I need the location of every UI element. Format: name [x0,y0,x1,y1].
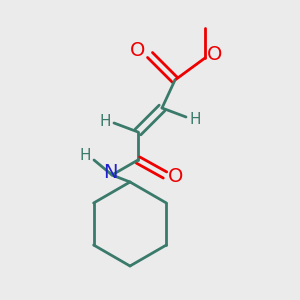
Text: O: O [207,44,223,64]
Text: O: O [130,41,146,61]
Text: H: H [79,148,91,164]
Text: H: H [99,113,111,128]
Text: N: N [103,164,117,182]
Text: H: H [189,112,201,127]
Text: O: O [168,167,184,187]
